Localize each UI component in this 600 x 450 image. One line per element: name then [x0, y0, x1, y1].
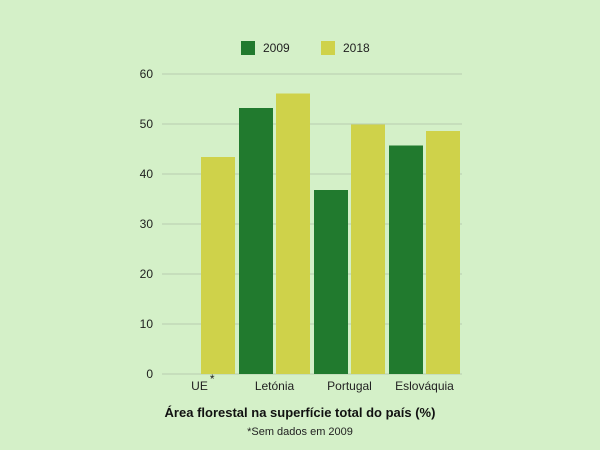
bar-2009-letónia	[239, 108, 273, 374]
y-tick-label: 50	[140, 117, 154, 131]
y-tick-label: 30	[140, 217, 154, 231]
legend-swatch-2009	[241, 41, 255, 55]
legend-swatch-2018	[321, 41, 335, 55]
bar-2009-portugal	[314, 190, 348, 374]
legend-label-2018: 2018	[343, 41, 370, 55]
y-axis: 0 10 20 30 40 50 60	[140, 67, 154, 381]
legend-label-2009: 2009	[263, 41, 290, 55]
x-axis: UE * Letónia Portugal Eslováquia	[191, 372, 454, 393]
y-tick-label: 20	[140, 267, 154, 281]
y-tick-label: 0	[146, 367, 153, 381]
x-tick-label: Eslováquia	[395, 379, 454, 393]
legend: 2009 2018	[241, 41, 370, 55]
bar-2018-ue	[201, 157, 235, 374]
bar-2018-portugal	[351, 124, 385, 374]
x-tick-label: Portugal	[327, 379, 372, 393]
y-tick-label: 60	[140, 67, 154, 81]
bar-2018-letónia	[276, 93, 310, 374]
y-tick-label: 10	[140, 317, 154, 331]
x-tick-marker: *	[210, 372, 215, 386]
bar-2018-eslováquia	[426, 131, 460, 374]
y-tick-label: 40	[140, 167, 154, 181]
x-tick-label: UE	[191, 379, 208, 393]
x-axis-title: Área florestal na superfície total do pa…	[165, 405, 436, 420]
bars	[201, 93, 460, 374]
x-tick-label: Letónia	[255, 379, 295, 393]
bar-2009-eslováquia	[389, 145, 423, 374]
footnote: *Sem dados em 2009	[247, 426, 353, 438]
